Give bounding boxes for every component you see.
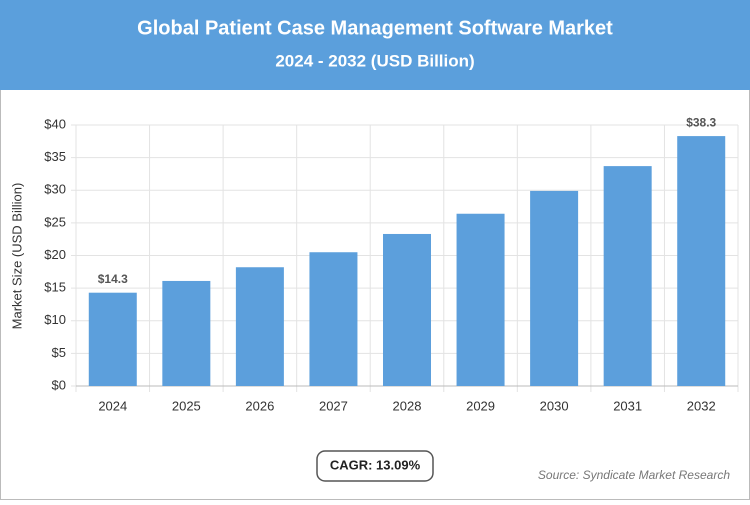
x-tick-label: 2032 <box>687 398 716 413</box>
y-tick-label: $20 <box>44 247 66 262</box>
y-tick-label: $30 <box>44 182 66 197</box>
chart-subtitle: 2024 - 2032 (USD Billion) <box>275 51 474 70</box>
y-tick-label: $5 <box>52 345 66 360</box>
header-banner <box>0 0 750 90</box>
y-tick-label: $10 <box>44 312 66 327</box>
x-tick-label: 2029 <box>466 398 495 413</box>
value-label: $14.3 <box>98 272 128 286</box>
y-axis-title: Market Size (USD Billion) <box>9 183 24 330</box>
bar <box>456 213 505 386</box>
x-tick-label: 2027 <box>319 398 348 413</box>
value-label: $38.3 <box>686 115 716 129</box>
bar <box>309 252 358 386</box>
bar <box>162 280 211 386</box>
y-tick-label: $35 <box>44 149 66 164</box>
y-tick-label: $0 <box>52 377 66 392</box>
x-tick-label: 2024 <box>98 398 127 413</box>
chart-title: Global Patient Case Management Software … <box>137 17 613 39</box>
bar <box>88 292 137 386</box>
y-tick-label: $15 <box>44 280 66 295</box>
bar <box>383 233 431 386</box>
x-tick-label: 2028 <box>393 398 422 413</box>
bar <box>530 190 579 386</box>
bar <box>235 267 284 386</box>
x-tick-label: 2025 <box>172 398 201 413</box>
cagr-label: CAGR: 13.09% <box>330 457 421 472</box>
source-note: Source: Syndicate Market Research <box>538 468 730 482</box>
y-tick-label: $25 <box>44 214 66 229</box>
bar <box>677 136 726 386</box>
y-tick-label: $40 <box>44 116 66 131</box>
x-tick-label: 2026 <box>245 398 274 413</box>
x-tick-label: 2031 <box>613 398 642 413</box>
x-tick-label: 2030 <box>540 398 569 413</box>
bar <box>603 166 652 386</box>
cagr-box <box>316 450 434 482</box>
